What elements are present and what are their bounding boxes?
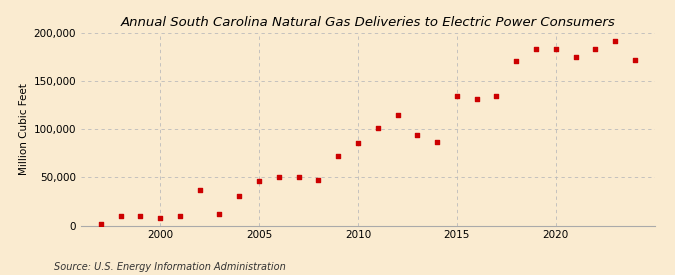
- Point: [392, 113, 403, 117]
- Point: [471, 97, 482, 101]
- Point: [95, 221, 106, 226]
- Point: [373, 126, 383, 130]
- Point: [214, 212, 225, 216]
- Point: [491, 94, 502, 98]
- Point: [273, 175, 284, 180]
- Point: [432, 139, 443, 144]
- Point: [254, 179, 265, 183]
- Point: [234, 193, 244, 198]
- Point: [155, 216, 165, 220]
- Point: [570, 55, 581, 59]
- Point: [115, 214, 126, 218]
- Point: [194, 188, 205, 192]
- Point: [531, 47, 541, 51]
- Point: [590, 47, 601, 51]
- Point: [352, 141, 363, 145]
- Point: [452, 94, 462, 98]
- Point: [175, 214, 186, 218]
- Point: [313, 178, 324, 183]
- Point: [135, 214, 146, 218]
- Point: [293, 175, 304, 180]
- Text: Source: U.S. Energy Information Administration: Source: U.S. Energy Information Administ…: [54, 262, 286, 272]
- Point: [511, 59, 522, 63]
- Point: [550, 47, 561, 51]
- Point: [333, 154, 344, 158]
- Point: [412, 133, 423, 137]
- Title: Annual South Carolina Natural Gas Deliveries to Electric Power Consumers: Annual South Carolina Natural Gas Delive…: [121, 16, 615, 29]
- Y-axis label: Million Cubic Feet: Million Cubic Feet: [20, 83, 29, 175]
- Point: [630, 58, 641, 62]
- Point: [610, 39, 620, 43]
